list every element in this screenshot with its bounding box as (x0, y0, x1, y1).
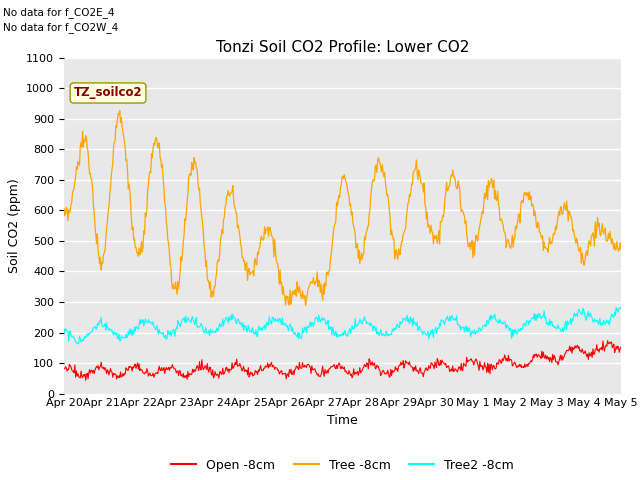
Tree2 -8cm (128, 333, 136, 339)
Title: Tonzi Soil CO2 Profile: Lower CO2: Tonzi Soil CO2 Profile: Lower CO2 (216, 40, 469, 55)
Tree2 -8cm (411, 319, 419, 325)
X-axis label: Time: Time (327, 414, 358, 427)
Tree -8cm (128, 227, 136, 232)
Text: No data for f_CO2W_4: No data for f_CO2W_4 (3, 22, 118, 33)
Open -8cm (604, 338, 611, 344)
Tree2 -8cm (70, 335, 78, 340)
Open -8cm (411, 367, 419, 373)
Tree2 -8cm (617, 306, 625, 312)
Tree2 -8cm (60, 326, 68, 332)
Text: TZ_soilco2: TZ_soilco2 (74, 86, 142, 99)
Open -8cm (185, 374, 193, 380)
Tree2 -8cm (74, 341, 82, 347)
Text: No data for f_CO2E_4: No data for f_CO2E_4 (3, 7, 115, 18)
Open -8cm (70, 370, 78, 376)
Open -8cm (428, 360, 435, 366)
Tree -8cm (412, 166, 419, 171)
Open -8cm (60, 366, 68, 372)
Tree -8cm (428, 228, 436, 234)
Line: Tree -8cm: Tree -8cm (64, 110, 621, 305)
Tree -8cm (617, 247, 625, 252)
Open -8cm (617, 344, 625, 350)
Y-axis label: Soil CO2 (ppm): Soil CO2 (ppm) (8, 178, 20, 273)
Line: Open -8cm: Open -8cm (64, 341, 621, 380)
Tree2 -8cm (616, 305, 624, 311)
Tree2 -8cm (428, 327, 435, 333)
Tree -8cm (185, 173, 193, 179)
Open -8cm (128, 368, 136, 374)
Tree -8cm (116, 108, 124, 113)
Open -8cm (82, 377, 90, 383)
Tree -8cm (214, 257, 222, 263)
Line: Tree2 -8cm: Tree2 -8cm (64, 308, 621, 344)
Tree -8cm (302, 302, 310, 308)
Tree2 -8cm (185, 316, 193, 322)
Tree2 -8cm (214, 328, 222, 334)
Legend: Open -8cm, Tree -8cm, Tree2 -8cm: Open -8cm, Tree -8cm, Tree2 -8cm (166, 454, 519, 477)
Tree -8cm (60, 205, 68, 211)
Open -8cm (214, 372, 222, 378)
Tree -8cm (70, 186, 78, 192)
